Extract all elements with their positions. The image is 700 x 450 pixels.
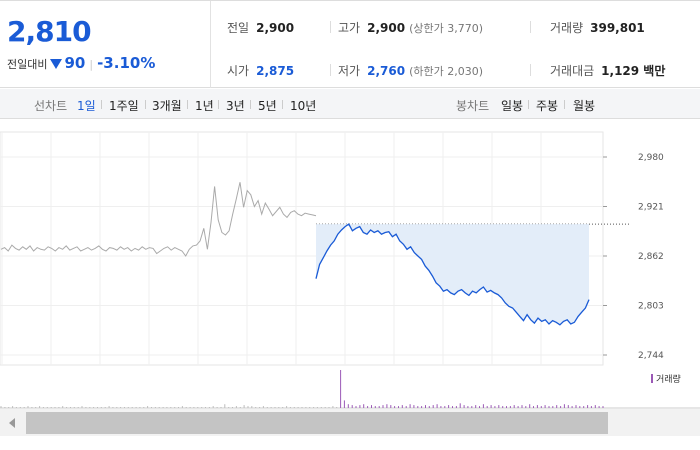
series-today-line xyxy=(315,223,590,326)
volume-swatch xyxy=(651,374,653,383)
period-1d[interactable]: 1일 xyxy=(77,99,96,113)
stat-trade-value: 거래대금 1,129 백만 xyxy=(550,64,666,78)
scroll-left-arrow-icon[interactable] xyxy=(9,418,15,428)
price-box: 2,810 전일대비 90 | -3.10% xyxy=(0,1,211,88)
y-tick-label: 2,862 xyxy=(638,252,664,262)
change-row: 전일대비 90 | -3.10% xyxy=(7,54,155,72)
stat-open: 시가 2,875 xyxy=(227,64,295,78)
candle-chart-label: 봉차트 xyxy=(456,99,490,113)
stat-volume: 거래량 399,801 xyxy=(550,21,645,35)
divider xyxy=(530,64,531,76)
divider xyxy=(330,21,331,33)
divider: | xyxy=(89,58,94,71)
candle-monthly[interactable]: 월봉 xyxy=(573,99,596,113)
candle-weekly[interactable]: 주봉 xyxy=(536,99,559,113)
divider xyxy=(530,21,531,33)
period-1w[interactable]: 1주일 xyxy=(109,99,139,113)
period-5y[interactable]: 5년 xyxy=(258,99,277,113)
line-chart-label: 선차트 xyxy=(34,99,68,113)
period-10y[interactable]: 10년 xyxy=(290,99,317,113)
y-tick-label: 2,921 xyxy=(638,203,664,213)
candle-daily[interactable]: 일봉 xyxy=(501,99,524,113)
series-today-area xyxy=(316,224,589,325)
stat-high: 고가 2,900 (상한가 3,770) xyxy=(338,21,483,35)
y-tick-label: 2,980 xyxy=(638,153,664,163)
quote-header: 2,810 전일대비 90 | -3.10% 전일 2,900 고가 2,900 (상한가 … xyxy=(0,0,700,88)
chart-toolbar: 선차트 1일 1주일 3개월 1년 3년 5년 10년 봉차트 일봉 주봉 월봉 xyxy=(0,89,700,119)
y-tick-label: 2,803 xyxy=(638,302,664,312)
scrollbar-thumb[interactable] xyxy=(26,412,608,434)
current-price: 2,810 xyxy=(7,15,92,48)
change-label: 전일대비 xyxy=(7,58,48,71)
period-1y[interactable]: 1년 xyxy=(195,99,214,113)
change-percent: -3.10% xyxy=(97,54,156,72)
volume-legend: 거래량 xyxy=(651,372,681,385)
stat-low: 저가 2,760 (하한가 2,030) xyxy=(338,64,483,78)
stat-prev-close: 전일 2,900 xyxy=(227,21,295,35)
y-tick-label: 2,744 xyxy=(638,351,664,361)
change-amount: 90 xyxy=(64,54,86,72)
divider xyxy=(330,64,331,76)
chart-scrollbar[interactable] xyxy=(0,409,700,436)
period-3m[interactable]: 3개월 xyxy=(152,99,182,113)
down-triangle-icon xyxy=(50,59,63,69)
series-prev-line xyxy=(0,182,317,257)
period-3y[interactable]: 3년 xyxy=(226,99,245,113)
